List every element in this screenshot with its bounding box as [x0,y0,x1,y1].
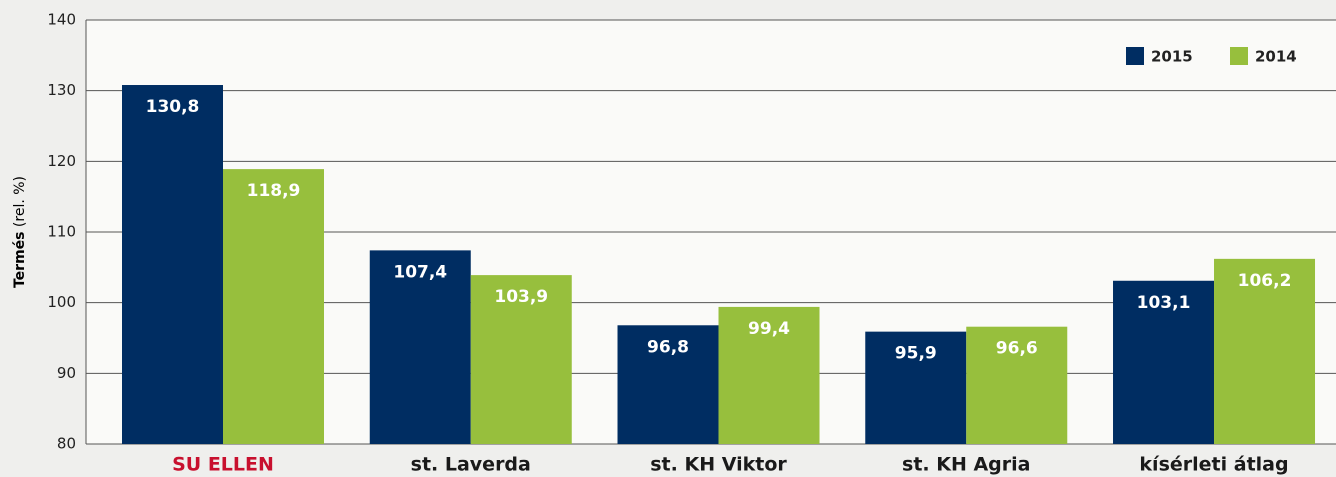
value-label: 103,9 [494,287,548,307]
y-tick-label: 100 [47,293,76,311]
bar [122,85,223,444]
bar [223,169,324,444]
x-tick-label: st. KH Agria [902,454,1030,476]
y-axis-label: Termés (rel. %) [12,176,28,288]
y-tick-label: 120 [47,152,76,170]
bar [1214,258,1316,444]
bar [617,325,719,444]
y-axis-unit: (rel. %) [12,176,28,227]
bar [718,306,820,444]
x-tick-label: st. Laverda [411,454,531,476]
legend-swatch [1126,47,1144,65]
legend-swatch [1230,47,1248,65]
bar [369,250,471,444]
value-label: 130,8 [146,97,200,117]
bar [1113,280,1215,444]
y-tick-label: 110 [47,223,76,241]
y-tick-label: 140 [47,11,76,29]
value-label: 96,8 [647,337,689,357]
legend-label: 2015 [1151,48,1193,66]
value-label: 106,2 [1238,271,1292,291]
x-tick-label: st. KH Viktor [650,454,787,476]
x-tick-label: SU ELLEN [172,454,274,476]
bar [470,275,572,444]
value-label: 99,4 [748,319,790,339]
y-tick-label: 130 [47,81,76,99]
value-label: 95,9 [895,344,937,364]
value-label: 103,1 [1137,293,1191,313]
y-axis-title: Termés [12,232,28,289]
bar [966,326,1068,444]
y-tick-label: 80 [57,435,76,453]
legend-label: 2014 [1255,48,1297,66]
value-label: 118,9 [247,181,301,201]
x-tick-label: kísérleti átlag [1139,454,1288,476]
bar [865,331,967,444]
value-label: 96,6 [996,339,1038,359]
y-tick-label: 90 [57,364,76,382]
value-label: 107,4 [393,262,447,282]
